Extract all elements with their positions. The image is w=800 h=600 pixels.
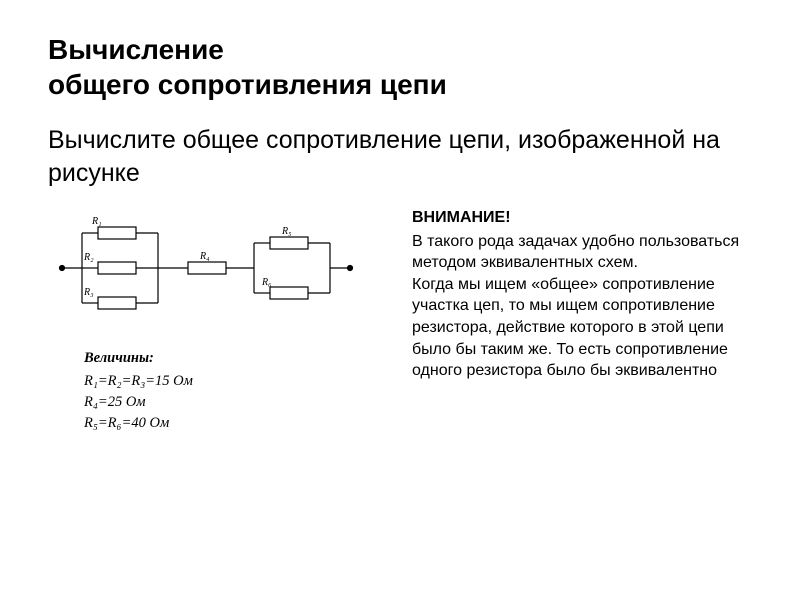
attention-heading: ВНИМАНИЕ! — [412, 207, 752, 229]
content-row: R₁ R₂ R₃ R₄ R₅ R₆ Величины: R₁=R₂=R₃=15 … — [48, 207, 752, 434]
attention-body: В такого рода задачах удобно пользоватьс… — [412, 231, 752, 382]
subtitle: Вычислите общее сопротивление цепи, изоб… — [48, 124, 752, 189]
circuit-svg: R₁ R₂ R₃ R₄ R₅ R₆ — [48, 213, 368, 323]
circuit-diagram: R₁ R₂ R₃ R₄ R₅ R₆ — [48, 213, 388, 328]
value-3-rhs: =40 Ом — [122, 415, 170, 431]
value-2-lhs: R₄ — [84, 394, 98, 410]
values-block: Величины: R₁=R₂=R₃=15 Ом R₄=25 Ом R₅=R₆=… — [48, 348, 388, 434]
label-r6: R₆ — [261, 277, 272, 288]
title-line-1: Вычисление — [48, 34, 224, 65]
resistor-r1 — [98, 227, 136, 239]
value-2-rhs: =25 Ом — [98, 394, 146, 410]
values-heading: Величины: — [84, 348, 388, 369]
terminal-left — [60, 266, 65, 271]
value-3-lhs: R₅=R₆ — [84, 415, 122, 431]
page-title: Вычисление общего сопротивления цепи — [48, 32, 752, 102]
value-line-3: R₅=R₆=40 Ом — [84, 413, 388, 434]
label-r5: R₅ — [281, 226, 292, 237]
label-r3: R₃ — [83, 287, 94, 298]
label-r4: R₄ — [199, 251, 210, 262]
resistor-r2 — [98, 262, 136, 274]
value-line-2: R₄=25 Ом — [84, 392, 388, 413]
resistor-r3 — [98, 297, 136, 309]
label-r1: R₁ — [91, 216, 102, 227]
value-1-lhs: R₁=R₂=R₃ — [84, 373, 145, 389]
resistor-r6 — [270, 287, 308, 299]
terminal-right — [348, 266, 353, 271]
left-column: R₁ R₂ R₃ R₄ R₅ R₆ Величины: R₁=R₂=R₃=15 … — [48, 207, 388, 434]
resistor-r4 — [188, 262, 226, 274]
label-r2: R₂ — [83, 252, 94, 263]
value-1-rhs: =15 Ом — [145, 373, 193, 389]
value-line-1: R₁=R₂=R₃=15 Ом — [84, 371, 388, 392]
resistor-r5 — [270, 237, 308, 249]
title-line-2: общего сопротивления цепи — [48, 69, 447, 100]
right-column: ВНИМАНИЕ! В такого рода задачах удобно п… — [412, 207, 752, 434]
